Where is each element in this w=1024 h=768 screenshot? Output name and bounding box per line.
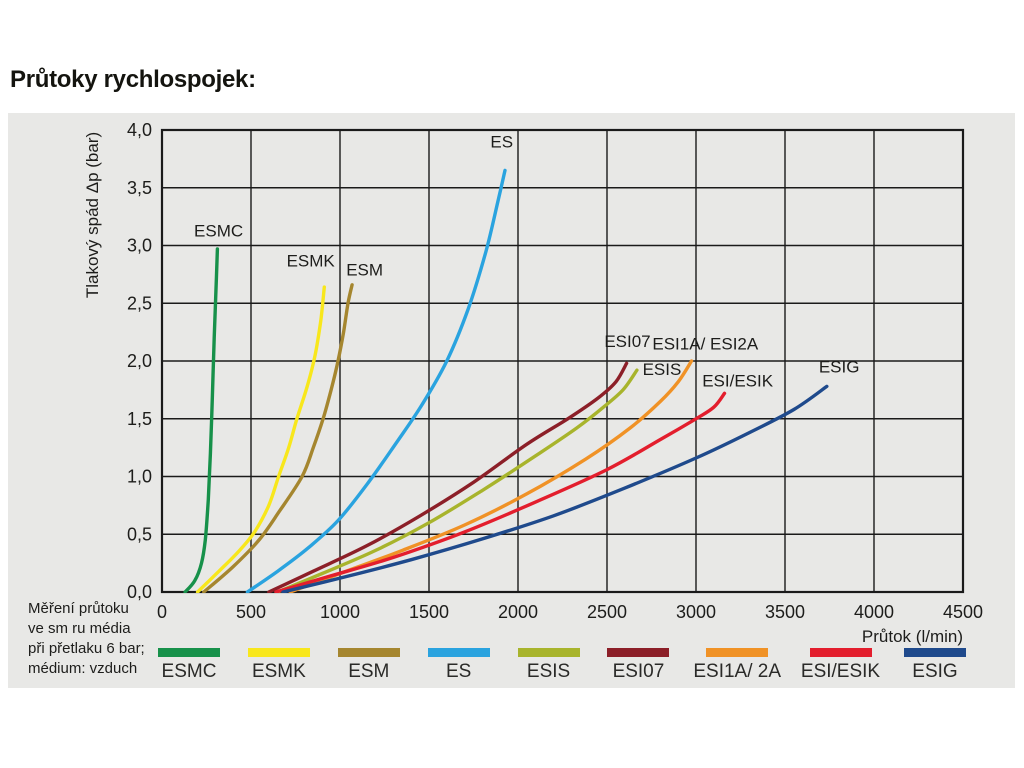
curve-label-esis: ESIS bbox=[643, 360, 682, 379]
note-line: Měření průtoku bbox=[28, 600, 129, 617]
legend-label: ESI07 bbox=[612, 661, 665, 682]
curve-label-esmc: ESMC bbox=[194, 221, 243, 240]
y-tick-label: 1,0 bbox=[127, 467, 152, 487]
curve-esig bbox=[281, 384, 829, 593]
legend-item-esi-esik: ESI/ESIK bbox=[801, 648, 880, 683]
legend-item-esmc: ESMC bbox=[154, 648, 224, 683]
curve-label-esi1a-2a: ESI1A/ ESI2A bbox=[652, 334, 758, 353]
legend-label: ESMC bbox=[161, 661, 217, 682]
y-tick-label: 0,5 bbox=[127, 524, 152, 544]
legend-item-es: ES bbox=[424, 648, 494, 683]
y-tick-label: 3,0 bbox=[127, 236, 152, 256]
x-tick-label: 1000 bbox=[320, 602, 360, 622]
legend-item-esis: ESIS bbox=[514, 648, 584, 683]
curve-esi07 bbox=[267, 361, 629, 593]
curve-esis bbox=[276, 368, 639, 593]
legend-label: ESMK bbox=[251, 661, 306, 682]
x-tick-label: 3000 bbox=[676, 602, 716, 622]
legend-item-esi07: ESI07 bbox=[603, 648, 673, 683]
legend-swatch bbox=[904, 648, 966, 657]
note-line: médium: vzduch bbox=[28, 660, 138, 677]
legend-swatch bbox=[247, 648, 310, 657]
y-tick-label: 4,0 bbox=[127, 120, 152, 140]
curve-label-esmk: ESMK bbox=[287, 251, 336, 270]
legend-item-esi1a-2a: ESI1A/ 2A bbox=[693, 648, 781, 683]
y-tick-label: 0,0 bbox=[127, 582, 152, 602]
curve-label-esi07: ESI07 bbox=[604, 332, 650, 351]
legend-swatch bbox=[427, 648, 490, 657]
x-tick-label: 4500 bbox=[943, 602, 983, 622]
y-tick-label: 2,0 bbox=[127, 351, 152, 371]
curve-label-es: ES bbox=[490, 132, 513, 151]
chart-legend: ESMC ESMK ESM ES ESIS ESI07 ESI1A/ 2A ESI/ESIK E… bbox=[154, 648, 970, 683]
legend-label: ESM bbox=[348, 661, 390, 682]
curve-esmk bbox=[195, 285, 326, 593]
legend-swatch bbox=[706, 648, 769, 657]
curve-label-esi-esik: ESI/ESIK bbox=[702, 371, 774, 390]
x-tick-label: 3500 bbox=[765, 602, 805, 622]
chart-canvas: ESMC ESMK ESM ES ESIS ESI07 ESI1A/ ESI2A ESI/ES… bbox=[83, 120, 983, 646]
legend-label: ESIG bbox=[912, 661, 958, 682]
legend-label: ESI/ESIK bbox=[800, 661, 881, 682]
page-title: Průtoky rychlospojek: bbox=[10, 66, 256, 93]
y-tick-label: 2,5 bbox=[127, 293, 152, 313]
y-tick-label: 1,5 bbox=[127, 409, 152, 429]
curve-es bbox=[245, 168, 507, 593]
legend-swatch bbox=[158, 648, 220, 657]
curve-label-esm: ESM bbox=[346, 261, 383, 280]
curve-esi-esik bbox=[274, 391, 727, 593]
curve-esmc bbox=[183, 247, 220, 593]
note-line: ve sm ru média bbox=[28, 620, 131, 637]
x-tick-label: 2000 bbox=[498, 602, 538, 622]
plot-border bbox=[160, 128, 965, 594]
curve-esm bbox=[202, 283, 354, 593]
legend-item-esmk: ESMK bbox=[244, 648, 314, 683]
y-tick-label: 3,5 bbox=[127, 178, 152, 198]
legend-label: ESI1A/ 2A bbox=[693, 661, 782, 682]
legend-swatch bbox=[337, 648, 400, 657]
legend-item-esm: ESM bbox=[334, 648, 404, 683]
y-axis-title: Tlakový spád Δp (bar) bbox=[83, 132, 102, 298]
curve-label-esig: ESIG bbox=[819, 358, 860, 377]
x-tick-label: 1500 bbox=[409, 602, 449, 622]
measurement-note: Měření průtoku ve sm ru média při přetla… bbox=[28, 599, 178, 679]
x-tick-label: 500 bbox=[236, 602, 266, 622]
legend-item-esig: ESIG bbox=[900, 648, 970, 683]
x-tick-label: 0 bbox=[157, 602, 167, 622]
x-tick-label: 2500 bbox=[587, 602, 627, 622]
legend-label: ES bbox=[445, 661, 472, 682]
x-axis-title: Průtok (l/min) bbox=[862, 627, 963, 646]
legend-swatch bbox=[517, 648, 580, 657]
chart-panel: ESMC ESMK ESM ES ESIS ESI07 ESI1A/ ESI2A ESI/ES… bbox=[8, 113, 1015, 688]
x-tick-label: 4000 bbox=[854, 602, 894, 622]
curve-esi1a-2a bbox=[288, 359, 694, 593]
legend-swatch bbox=[809, 648, 872, 657]
legend-swatch bbox=[607, 648, 670, 657]
note-line: při přetlaku 6 bar; bbox=[28, 640, 145, 657]
legend-label: ESIS bbox=[526, 661, 571, 682]
